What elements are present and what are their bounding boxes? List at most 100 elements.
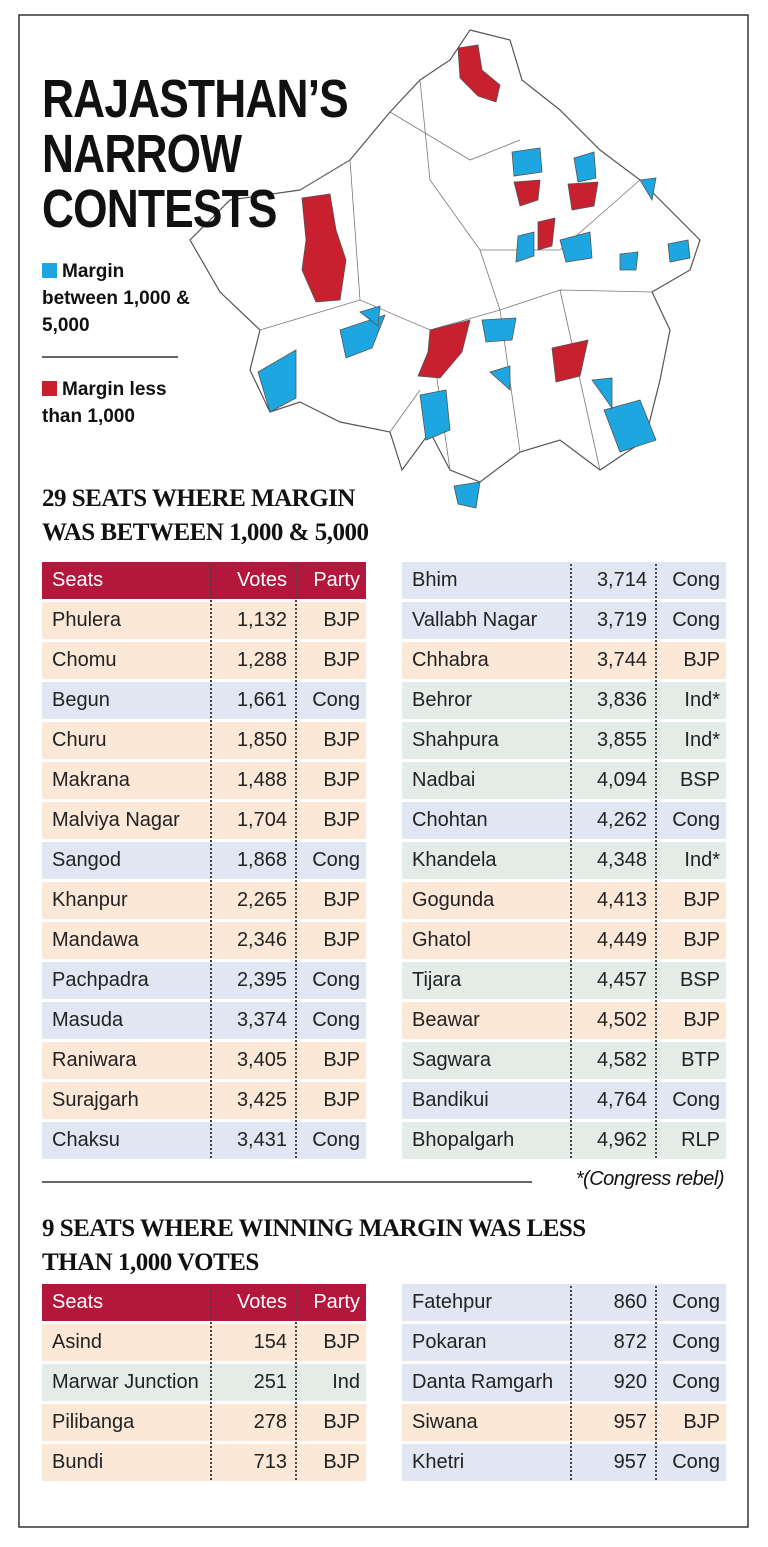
party-cell: Cong <box>312 1129 360 1151</box>
column-divider <box>295 1286 297 1480</box>
footnote: *(Congress rebel) <box>575 1168 725 1190</box>
table-row: Malviya Nagar 1,704 BJP <box>42 802 366 839</box>
party-cell: BJP <box>683 929 720 951</box>
table-row: Bhopalgarh 4,962 RLP <box>402 1122 726 1159</box>
votes-cell: 1,704 <box>236 809 287 831</box>
party-cell: Cong <box>672 569 720 591</box>
party-cell: Cong <box>672 1291 720 1313</box>
seat-cell: Khetri <box>412 1451 465 1473</box>
legend-swatch <box>42 263 57 278</box>
seat-cell: Churu <box>52 729 107 751</box>
seat-cell: Behror <box>412 689 473 711</box>
table-row: Sagwara 4,582 BTP <box>402 1042 726 1079</box>
table-row: Chomu 1,288 BJP <box>42 642 366 679</box>
votes-cell: 1,850 <box>236 729 287 751</box>
votes-cell: 1,868 <box>236 849 287 871</box>
party-cell: Cong <box>312 969 360 991</box>
party-cell: BJP <box>323 1331 360 1353</box>
table-row: Bandikui 4,764 Cong <box>402 1082 726 1119</box>
legend-swatch <box>42 381 57 396</box>
table-row: Vallabh Nagar 3,719 Cong <box>402 602 726 639</box>
table-row: Fatehpur 860 Cong <box>402 1284 726 1321</box>
votes-cell: 2,395 <box>236 969 287 991</box>
party-cell: BJP <box>323 929 360 951</box>
table-row: Churu 1,850 BJP <box>42 722 366 759</box>
table-header: Seats Votes Party <box>42 562 366 599</box>
column-divider <box>210 564 212 1158</box>
seat-cell: Chomu <box>52 649 117 671</box>
seat-cell: Bhopalgarh <box>412 1129 515 1151</box>
votes-cell: 1,488 <box>236 769 287 791</box>
votes-cell: 1,132 <box>236 609 287 631</box>
seat-cell: Mandawa <box>52 929 139 951</box>
votes-cell: 154 <box>253 1331 287 1353</box>
votes-cell: 1,661 <box>236 689 287 711</box>
party-cell: Ind* <box>684 689 720 711</box>
votes-cell: 957 <box>613 1451 647 1473</box>
votes-cell: 3,425 <box>236 1089 287 1111</box>
party-cell: BJP <box>323 769 360 791</box>
table-row: Chaksu 3,431 Cong <box>42 1122 366 1159</box>
column-divider <box>655 1286 657 1480</box>
table-row: Siwana 957 BJP <box>402 1404 726 1441</box>
legend-label: Margin between 1,000 & 5,000 <box>42 261 190 336</box>
header-cell: Party <box>313 569 360 591</box>
party-cell: BJP <box>683 649 720 671</box>
party-cell: BJP <box>323 649 360 671</box>
header-cell: Seats <box>52 569 104 591</box>
table-row: Pokaran 872 Cong <box>402 1324 726 1361</box>
section-heading: 29 SEATS WHERE MARGIN <box>42 485 355 512</box>
seat-cell: Surajgarh <box>52 1089 139 1111</box>
party-cell: BJP <box>323 609 360 631</box>
table-row: Marwar Junction 251 Ind <box>42 1364 366 1401</box>
seat-cell: Pachpadra <box>52 969 149 991</box>
party-cell: BJP <box>323 1049 360 1071</box>
table-row: Bundi 713 BJP <box>42 1444 366 1481</box>
title: NARROW <box>42 124 242 184</box>
map <box>189 29 701 509</box>
column-divider <box>295 564 297 1158</box>
table-row: Chohtan 4,262 Cong <box>402 802 726 839</box>
title: RAJASTHAN’S <box>42 69 349 129</box>
table-row: Phulera 1,132 BJP <box>42 602 366 639</box>
legend-item: Margin between 1,000 & 5,000 <box>42 258 202 339</box>
votes-cell: 251 <box>253 1371 287 1393</box>
seat-cell: Nadbai <box>412 769 476 791</box>
votes-cell: 1,288 <box>236 649 287 671</box>
party-cell: Cong <box>672 1331 720 1353</box>
seat-cell: Fatehpur <box>412 1291 493 1313</box>
section-heading: WAS BETWEEN 1,000 & 5,000 <box>42 519 369 546</box>
party-cell: BJP <box>683 889 720 911</box>
seat-cell: Phulera <box>52 609 121 631</box>
votes-cell: 4,094 <box>596 769 647 791</box>
seat-cell: Asind <box>52 1331 103 1353</box>
column-divider <box>210 1286 212 1480</box>
votes-cell: 4,413 <box>596 889 647 911</box>
table-row: Surajgarh 3,425 BJP <box>42 1082 366 1119</box>
header-cell: Seats <box>52 1291 104 1313</box>
party-cell: Ind* <box>684 849 720 871</box>
seat-cell: Khanpur <box>52 889 128 911</box>
votes-cell: 2,265 <box>236 889 287 911</box>
seat-cell: Vallabh Nagar <box>412 609 538 631</box>
seat-cell: Tijara <box>412 969 462 991</box>
seat-cell: Bundi <box>52 1451 104 1473</box>
section-heading: 9 SEATS WHERE WINNING MARGIN WAS LESS <box>42 1215 586 1242</box>
votes-cell: 713 <box>253 1451 287 1473</box>
header-cell: Party <box>313 1291 360 1313</box>
table-row: Tijara 4,457 BSP <box>402 962 726 999</box>
column-divider <box>570 564 572 1158</box>
votes-cell: 872 <box>613 1331 647 1353</box>
party-cell: Cong <box>672 1089 720 1111</box>
table-row: Mandawa 2,346 BJP <box>42 922 366 959</box>
seat-cell: Shahpura <box>412 729 499 751</box>
table-row: Khanpur 2,265 BJP <box>42 882 366 919</box>
table-row: Sangod 1,868 Cong <box>42 842 366 879</box>
seat-cell: Ghatol <box>412 929 471 951</box>
votes-cell: 3,855 <box>596 729 647 751</box>
seat-cell: Chaksu <box>52 1129 120 1151</box>
seat-cell: Gogunda <box>412 889 495 911</box>
party-cell: BSP <box>679 969 720 991</box>
votes-cell: 3,405 <box>236 1049 287 1071</box>
